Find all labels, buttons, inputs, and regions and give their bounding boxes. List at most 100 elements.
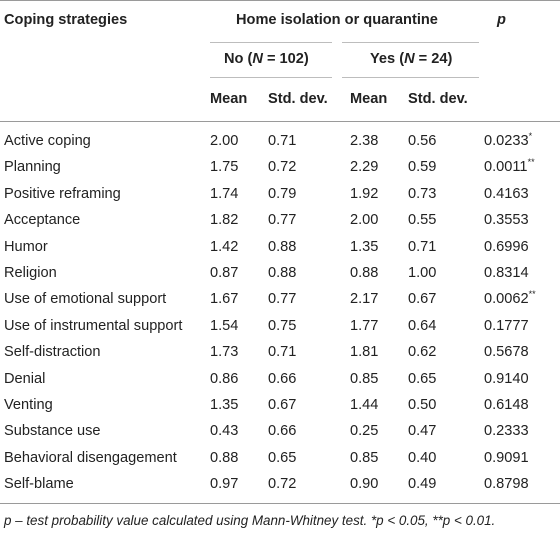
col-header-p: p <box>497 12 506 28</box>
row-no-sd: 0.77 <box>268 291 297 307</box>
p-value-text: 0.9140 <box>484 371 529 387</box>
p-value-text: 0.0233 <box>484 133 529 149</box>
p-value-text: 0.2333 <box>484 423 529 439</box>
row-yes-sd: 0.71 <box>408 239 437 255</box>
row-no-sd: 0.67 <box>268 397 297 413</box>
top-rule <box>0 0 560 1</box>
col-header-yes-mean: Mean <box>350 91 388 107</box>
row-no-mean: 1.74 <box>210 186 239 202</box>
header-rule <box>0 121 560 122</box>
row-p-value: 0.0062** <box>484 289 536 308</box>
row-strategy: Humor <box>4 239 48 255</box>
row-yes-sd: 0.49 <box>408 476 437 492</box>
row-p-value: 0.8798 <box>484 476 529 493</box>
row-yes-mean: 0.85 <box>350 371 379 387</box>
row-strategy: Positive reframing <box>4 186 121 202</box>
row-yes-sd: 0.65 <box>408 371 437 387</box>
p-value-text: 0.8314 <box>484 265 529 281</box>
group-underline-no <box>210 42 332 43</box>
row-strategy: Use of emotional support <box>4 291 167 307</box>
row-strategy: Acceptance <box>4 212 81 228</box>
p-value-text: 0.6148 <box>484 397 529 413</box>
row-yes-mean: 0.90 <box>350 476 379 492</box>
row-no-mean: 1.73 <box>210 344 239 360</box>
row-no-mean: 1.67 <box>210 291 239 307</box>
row-strategy: Planning <box>4 159 61 175</box>
significance-mark: ** <box>528 289 536 300</box>
row-yes-mean: 1.81 <box>350 344 379 360</box>
row-yes-mean: 2.17 <box>350 291 379 307</box>
row-yes-mean: 1.92 <box>350 186 379 202</box>
row-p-value: 0.1777 <box>484 318 529 335</box>
p-value-text: 0.0011 <box>484 159 528 175</box>
row-yes-mean: 0.88 <box>350 265 379 281</box>
p-value-text: 0.3553 <box>484 212 529 228</box>
row-p-value: 0.9091 <box>484 450 529 467</box>
row-yes-mean: 2.00 <box>350 212 379 228</box>
row-strategy: Self-blame <box>4 476 74 492</box>
row-p-value: 0.6996 <box>484 239 529 256</box>
p-value-text: 0.1777 <box>484 318 529 334</box>
row-p-value: 0.8314 <box>484 265 529 282</box>
row-p-value: 0.0233* <box>484 132 532 150</box>
row-yes-sd: 0.73 <box>408 186 437 202</box>
row-no-sd: 0.65 <box>268 450 297 466</box>
significance-mark: ** <box>527 157 535 168</box>
row-strategy: Denial <box>4 371 46 387</box>
row-no-mean: 0.87 <box>210 265 239 281</box>
table-footnote: p – test probability value calculated us… <box>4 513 496 528</box>
row-p-value: 0.5678 <box>484 344 529 361</box>
row-yes-mean: 1.35 <box>350 239 379 255</box>
row-p-value: 0.9140 <box>484 371 529 388</box>
row-no-sd: 0.79 <box>268 186 297 202</box>
row-yes-sd: 0.67 <box>408 291 437 307</box>
row-no-sd: 0.88 <box>268 239 297 255</box>
subgroup-underline-yes <box>342 77 479 78</box>
row-p-value: 0.3553 <box>484 212 529 229</box>
row-no-sd: 0.66 <box>268 423 297 439</box>
row-yes-mean: 0.25 <box>350 423 379 439</box>
row-no-mean: 2.00 <box>210 133 239 149</box>
row-no-mean: 0.43 <box>210 423 239 439</box>
row-no-mean: 0.97 <box>210 476 239 492</box>
row-yes-sd: 0.50 <box>408 397 437 413</box>
p-value-text: 0.9091 <box>484 450 529 466</box>
subheader-yes: Yes (N = 24) <box>370 51 453 67</box>
row-strategy: Substance use <box>4 423 101 439</box>
bottom-rule <box>0 503 560 504</box>
row-no-sd: 0.66 <box>268 371 297 387</box>
row-no-mean: 0.88 <box>210 450 239 466</box>
subheader-no: No (N = 102) <box>224 51 309 67</box>
row-p-value: 0.0011** <box>484 157 535 176</box>
row-no-sd: 0.72 <box>268 159 297 175</box>
row-no-mean: 1.35 <box>210 397 239 413</box>
row-yes-sd: 1.00 <box>408 265 437 281</box>
row-p-value: 0.6148 <box>484 397 529 414</box>
p-value-text: 0.6996 <box>484 239 529 255</box>
group-underline-yes <box>342 42 479 43</box>
row-yes-sd: 0.47 <box>408 423 437 439</box>
row-no-sd: 0.71 <box>268 344 297 360</box>
row-yes-mean: 1.77 <box>350 318 379 334</box>
row-no-sd: 0.71 <box>268 133 297 149</box>
row-strategy: Venting <box>4 397 53 413</box>
p-value-text: 0.8798 <box>484 476 529 492</box>
row-p-value: 0.2333 <box>484 423 529 440</box>
row-no-mean: 1.42 <box>210 239 239 255</box>
col-header-group: Home isolation or quarantine <box>236 12 438 28</box>
row-strategy: Behavioral disengagement <box>4 450 177 466</box>
row-strategy: Use of instrumental support <box>4 318 183 334</box>
row-strategy: Active coping <box>4 133 91 149</box>
row-yes-sd: 0.56 <box>408 133 437 149</box>
col-header-no-mean: Mean <box>210 91 248 107</box>
row-yes-sd: 0.55 <box>408 212 437 228</box>
row-yes-mean: 1.44 <box>350 397 379 413</box>
col-header-strategies: Coping strategies <box>4 12 128 28</box>
p-value-text: 0.5678 <box>484 344 529 360</box>
col-header-yes-sd: Std. dev. <box>408 91 468 107</box>
row-no-mean: 1.82 <box>210 212 239 228</box>
row-no-sd: 0.72 <box>268 476 297 492</box>
row-no-sd: 0.88 <box>268 265 297 281</box>
row-no-sd: 0.75 <box>268 318 297 334</box>
